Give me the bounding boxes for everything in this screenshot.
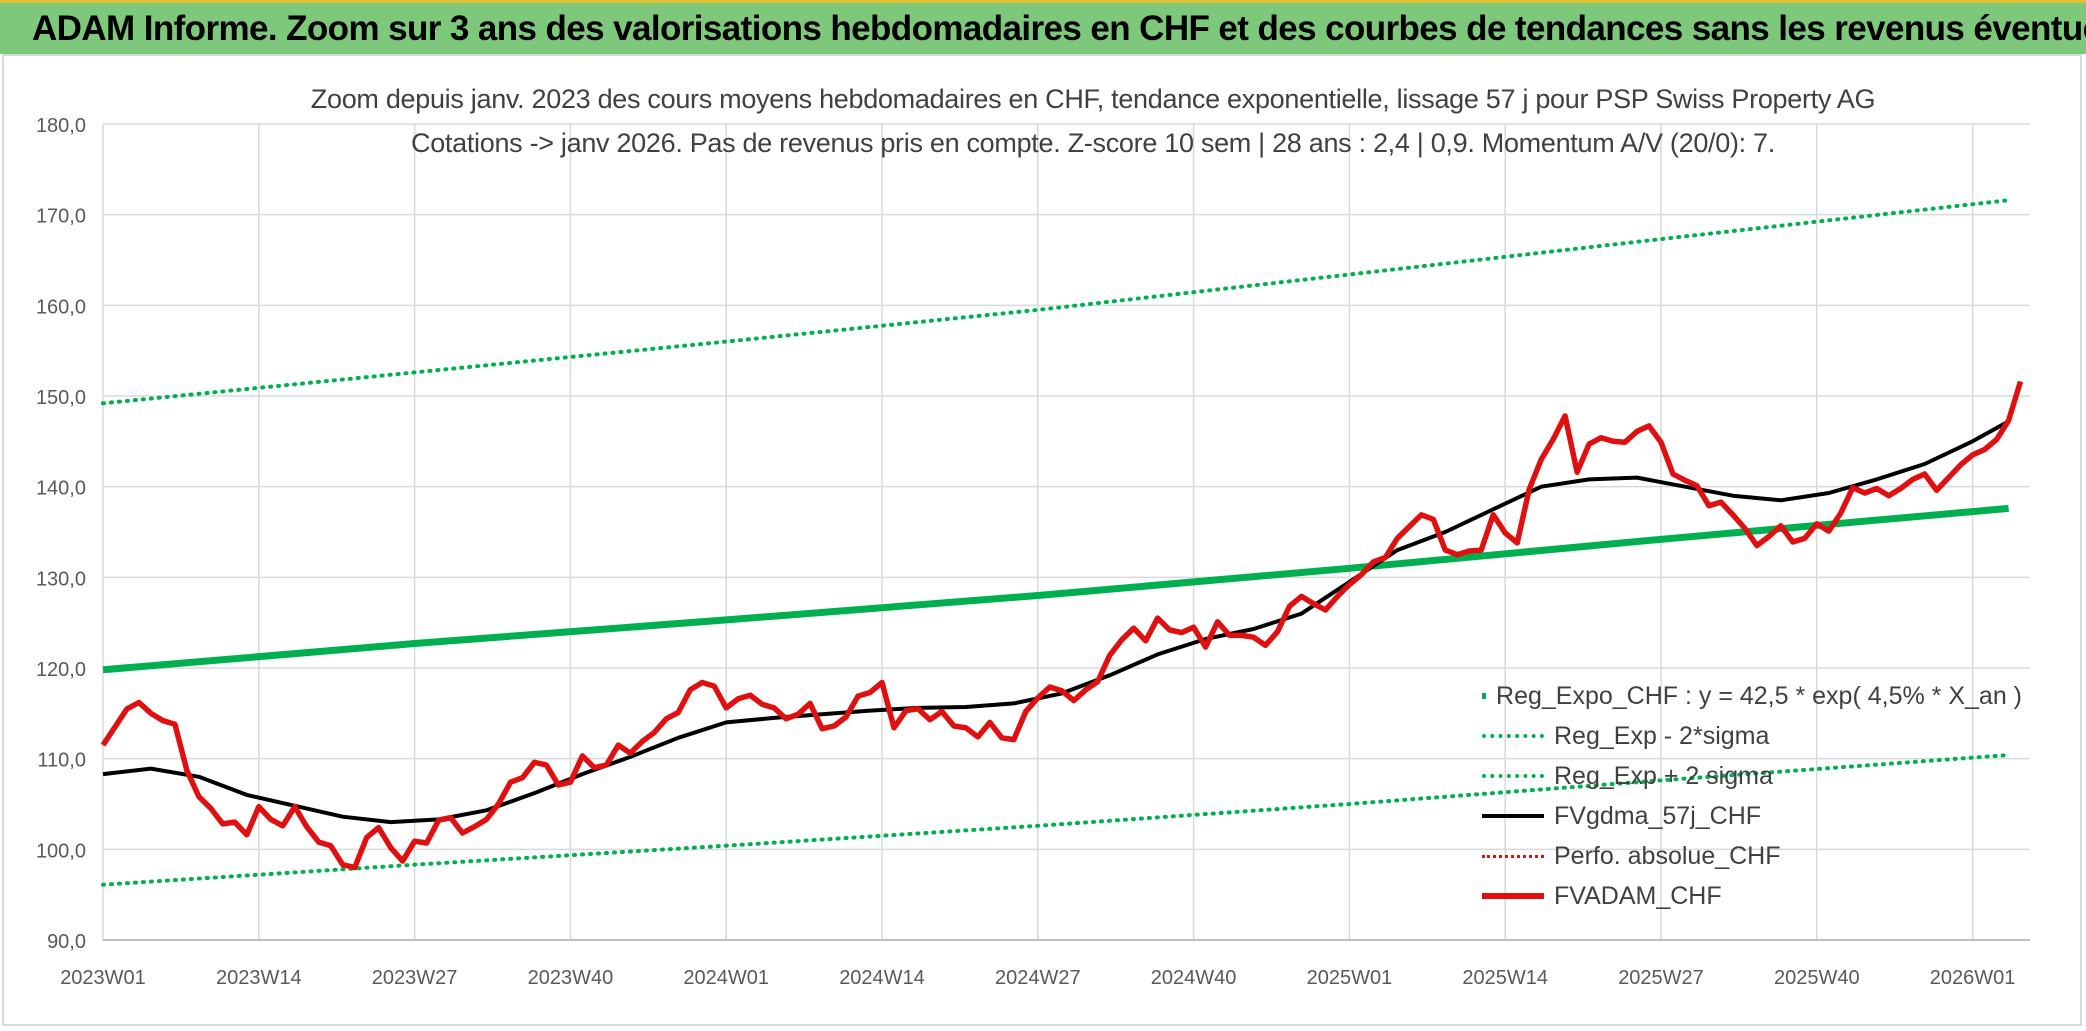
x-tick-label: 2023W27 <box>372 967 458 989</box>
x-tick-label: 2026W01 <box>1930 967 2016 989</box>
y-tick-label: 120,0 <box>36 659 86 681</box>
chart-title: Zoom depuis janv. 2023 des cours moyens … <box>310 84 1876 114</box>
x-axis-ticks: 2023W01 2023W14 2023W27 2023W40 2024W01 2024W… <box>60 967 2015 989</box>
y-tick-label: 130,0 <box>36 568 86 590</box>
legend-item-reg-plus: Reg_Exp + 2 sigma <box>1482 756 2022 796</box>
y-tick-label: 110,0 <box>37 750 86 772</box>
reg-minus-2sigma-line <box>101 753 2011 887</box>
y-axis-ticks: 90,0 100,0 110,0 120,0 130,0 140,0 150,0 160,0 1… <box>36 115 86 953</box>
x-tick-label: 2025W40 <box>1774 967 1860 989</box>
reg-plus-2sigma-line <box>101 198 2011 406</box>
x-tick-label: 2023W01 <box>60 967 146 989</box>
y-tick-label: 90,0 <box>47 931 86 953</box>
chart-legend: Reg_Expo_CHF : y = 42,5 * exp( 4,5% * X_… <box>1482 676 2022 916</box>
fvadam-line <box>100 380 2024 871</box>
legend-swatch-fvadam <box>1482 888 1544 904</box>
legend-item-fvadam: FVADAM_CHF <box>1482 876 2022 916</box>
x-tick-label: 2024W14 <box>839 967 925 989</box>
legend-item-reg-expo: Reg_Expo_CHF : y = 42,5 * exp( 4,5% * X_… <box>1482 676 2022 716</box>
y-tick-label: 140,0 <box>36 478 86 500</box>
x-tick-label: 2025W14 <box>1462 967 1548 989</box>
chart-frame <box>2 54 2082 1026</box>
grid-layer <box>102 123 2030 941</box>
legend-label-fvadam: FVADAM_CHF <box>1554 881 1722 910</box>
report-banner: ADAM Informe. Zoom sur 3 ans des valoris… <box>0 0 2086 54</box>
legend-label-reg-minus: Reg_Exp - 2*sigma <box>1554 721 1770 750</box>
legend-item-reg-minus: Reg_Exp - 2*sigma <box>1482 716 2022 756</box>
y-tick-label: 100,0 <box>36 840 86 862</box>
x-tick-label: 2025W01 <box>1307 967 1393 989</box>
report-title: ADAM Informe. Zoom sur 3 ans des valoris… <box>32 9 2086 48</box>
legend-swatch-fvgdma <box>1482 808 1544 824</box>
y-tick-label: 180,0 <box>36 115 86 137</box>
x-tick-label: 2024W40 <box>1151 967 1237 989</box>
series-layer <box>100 198 2024 887</box>
legend-swatch-reg-expo <box>1482 688 1487 704</box>
legend-label-reg-expo: Reg_Expo_CHF : y = 42,5 * exp( 4,5% * X_… <box>1496 681 2022 710</box>
x-tick-label: 2024W01 <box>683 967 769 989</box>
x-tick-label: 2024W27 <box>995 967 1081 989</box>
legend-item-perfo: Perfo. absolue_CHF <box>1482 836 2022 876</box>
legend-swatch-reg-minus <box>1482 728 1544 744</box>
legend-item-fvgdma: FVgdma_57j_CHF <box>1482 796 2022 836</box>
y-tick-label: 160,0 <box>36 296 86 318</box>
y-tick-label: 150,0 <box>36 387 86 409</box>
legend-label-reg-plus: Reg_Exp + 2 sigma <box>1554 761 1773 790</box>
y-tick-label: 170,0 <box>36 206 86 228</box>
legend-swatch-reg-plus <box>1482 768 1544 784</box>
x-tick-label: 2025W27 <box>1618 967 1704 989</box>
legend-label-fvgdma: FVgdma_57j_CHF <box>1554 801 1762 830</box>
legend-label-perfo: Perfo. absolue_CHF <box>1554 841 1781 870</box>
chart-subtitle: Cotations -> janv 2026. Pas de revenus p… <box>411 128 1775 158</box>
x-tick-label: 2023W14 <box>216 967 302 989</box>
legend-swatch-perfo <box>1482 848 1544 864</box>
x-tick-label: 2023W40 <box>528 967 614 989</box>
reg-expo-line <box>102 504 2009 674</box>
